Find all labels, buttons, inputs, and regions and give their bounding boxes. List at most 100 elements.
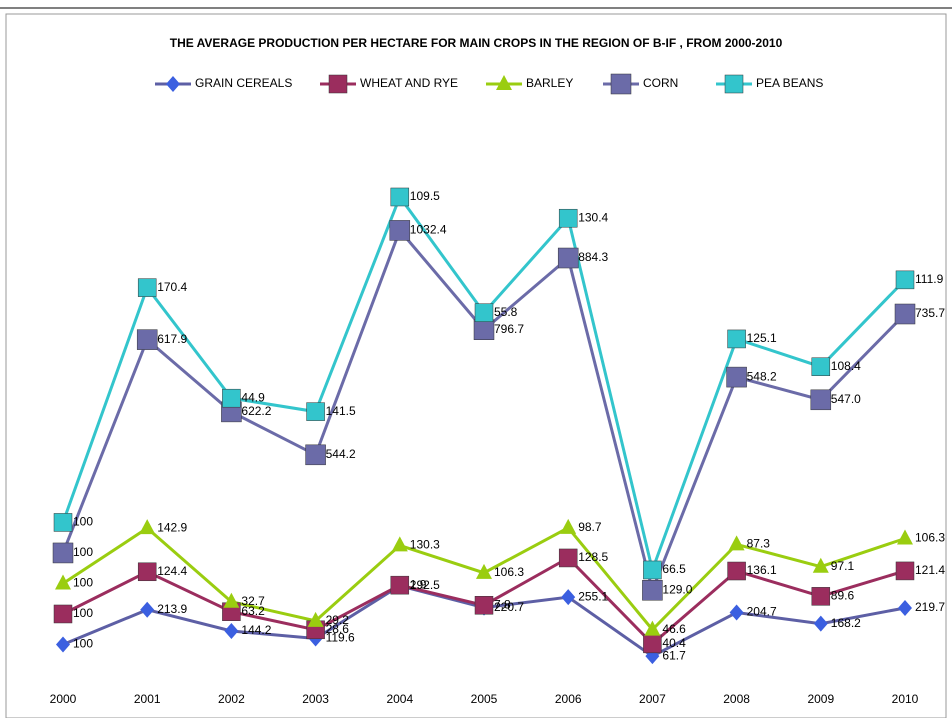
legend-label: WHEAT AND RYE <box>360 76 458 90</box>
data-label: 168.2 <box>831 616 861 630</box>
data-label: 204.7 <box>747 605 777 619</box>
data-label: 142.9 <box>157 520 187 534</box>
data-point <box>897 529 913 545</box>
data-label: 89.6 <box>831 589 855 603</box>
x-tick-label: 2001 <box>134 692 161 706</box>
data-label: 7.8 <box>494 597 511 611</box>
data-point <box>558 548 578 568</box>
data-point <box>391 536 408 552</box>
data-label: 109.5 <box>410 189 440 203</box>
data-label: 44.9 <box>241 390 265 404</box>
data-label: 884.3 <box>578 250 608 264</box>
x-tick-label: 2005 <box>471 692 498 706</box>
data-label: 544.2 <box>326 447 356 461</box>
data-point <box>224 623 239 640</box>
x-tick-label: 2007 <box>639 692 666 706</box>
x-tick-label: 2010 <box>892 692 919 706</box>
data-label: 55.8 <box>494 305 518 319</box>
data-label: 292.5 <box>410 578 440 592</box>
data-point <box>811 587 831 606</box>
data-point <box>476 563 492 579</box>
x-tick-label: 2003 <box>302 692 329 706</box>
data-point <box>729 604 744 621</box>
data-point <box>813 615 828 632</box>
data-point <box>811 357 831 376</box>
data-point <box>390 575 410 595</box>
data-point <box>140 601 155 618</box>
data-point <box>305 444 326 466</box>
data-point <box>52 542 74 564</box>
x-tick-label: 2006 <box>555 692 582 706</box>
data-point <box>306 402 325 421</box>
data-point <box>561 589 576 606</box>
data-label: 100 <box>73 606 93 620</box>
legend-label: CORN <box>643 76 678 90</box>
x-tick-label: 2004 <box>386 692 413 706</box>
data-label: 1.9 <box>410 577 427 591</box>
data-point <box>557 247 579 269</box>
data-point <box>812 557 829 573</box>
data-label: 735.7 <box>915 306 945 320</box>
data-label: 144.2 <box>241 623 271 637</box>
data-point <box>473 319 495 340</box>
data-label: 111.9 <box>915 272 944 286</box>
series-line <box>61 227 907 596</box>
data-point <box>56 636 70 653</box>
data-label: 66.5 <box>662 562 686 576</box>
data-point <box>139 519 156 535</box>
chart-title: THE AVERAGE PRODUCTION PER HECTARE FOR M… <box>170 36 783 50</box>
data-label: 97.1 <box>831 559 855 573</box>
data-label: 100 <box>73 545 93 559</box>
data-label: 213.9 <box>157 602 187 616</box>
data-label: 100 <box>73 637 93 651</box>
data-label: 220.7 <box>494 600 524 614</box>
data-point <box>810 389 832 411</box>
data-point <box>558 208 578 228</box>
legend-marker <box>724 74 744 94</box>
data-point <box>727 561 746 581</box>
data-label: 548.2 <box>747 369 777 383</box>
data-point <box>644 620 661 636</box>
data-label: 40.4 <box>662 636 686 650</box>
chart-frame <box>5 13 947 718</box>
data-point <box>389 220 411 241</box>
data-label: 141.5 <box>326 404 356 418</box>
data-point <box>137 278 157 297</box>
data-label: 87.3 <box>747 537 771 551</box>
data-point <box>727 329 746 349</box>
data-label: 255.1 <box>578 589 608 603</box>
legend-marker <box>166 76 180 92</box>
x-tick-label: 2009 <box>807 692 834 706</box>
data-point <box>560 518 577 534</box>
legend-marker <box>328 74 348 94</box>
data-label: 119.6 <box>326 631 355 645</box>
data-label: 100 <box>73 576 93 590</box>
x-tick-label: 2000 <box>50 692 77 706</box>
data-point <box>895 561 915 581</box>
data-label: 100 <box>73 515 93 529</box>
data-label: 129.0 <box>662 582 692 596</box>
legend-label: PEA BEANS <box>756 76 823 90</box>
data-point <box>222 388 241 408</box>
data-label: 29.2 <box>326 613 350 627</box>
data-label: 32.7 <box>241 594 265 608</box>
data-point <box>728 535 745 551</box>
data-point <box>136 329 158 350</box>
data-point <box>307 611 324 627</box>
data-label: 108.4 <box>831 359 861 373</box>
data-label: 125.1 <box>747 331 777 345</box>
data-point <box>474 596 494 615</box>
data-label: 28.6 <box>326 622 350 636</box>
x-tick-label: 2008 <box>723 692 750 706</box>
data-label: 46.6 <box>662 622 686 636</box>
data-point <box>223 592 240 608</box>
x-tick-label: 2002 <box>218 692 245 706</box>
data-label: 98.7 <box>578 520 602 534</box>
legend-label: BARLEY <box>526 76 573 90</box>
data-label: 124.4 <box>157 564 187 578</box>
series-line <box>61 193 907 576</box>
data-label: 106.3 <box>494 565 524 579</box>
data-label: 121.4 <box>915 563 945 577</box>
data-label: 1032.4 <box>410 223 447 237</box>
